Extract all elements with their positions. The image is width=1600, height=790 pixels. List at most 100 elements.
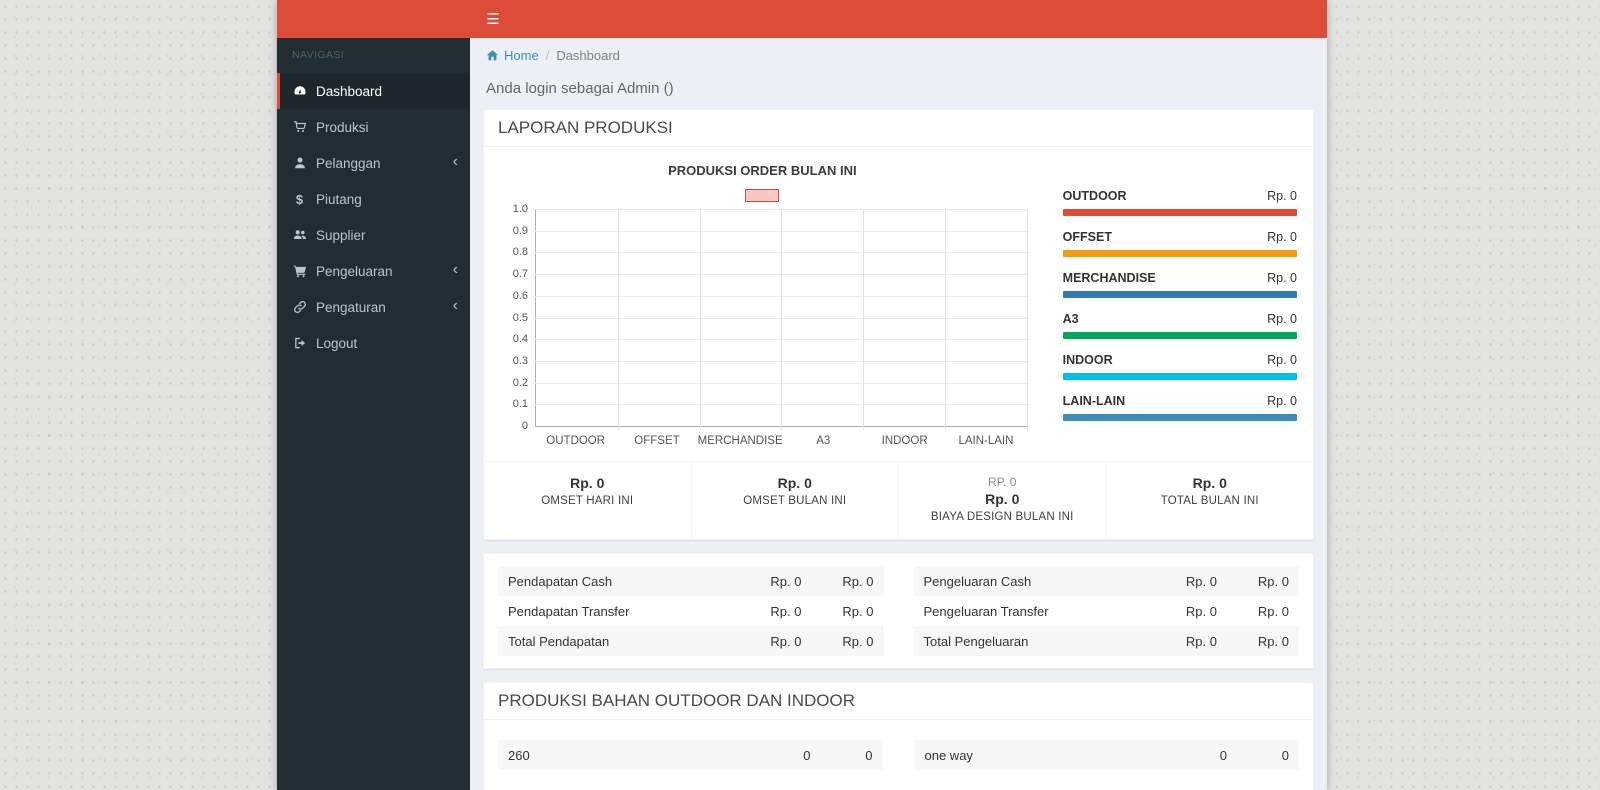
row-value-2: 0 xyxy=(1281,747,1289,763)
row-value-2: Rp. 0 xyxy=(1257,603,1289,619)
sidebar-link-supplier[interactable]: Supplier xyxy=(277,217,470,253)
legend-line: MERCHANDISE Rp. 0 xyxy=(1063,271,1297,285)
legend-label: OUTDOOR xyxy=(1062,189,1127,203)
chart-hgridline xyxy=(532,339,1027,341)
chart-vgridline xyxy=(863,209,865,430)
row-value-2: 0 xyxy=(865,747,873,763)
row-label: Total Pendapatan xyxy=(508,633,610,649)
chart-y-tick-label: 0 xyxy=(521,420,528,432)
legend-value: Rp. 0 xyxy=(1267,271,1297,285)
legend-color-bar xyxy=(1062,332,1297,339)
chart-y-tick-label: 0.9 xyxy=(512,224,528,237)
chart-vgridline xyxy=(944,209,946,430)
table-row: 260 0 0 xyxy=(498,740,883,770)
legend-line: OFFSET Rp. 0 xyxy=(1063,230,1297,244)
chart-x-tick-label: MERCHANDISE xyxy=(697,435,783,447)
stat-label: OMSET BULAN INI xyxy=(743,495,847,507)
chart-x-tick-label: OFFSET xyxy=(634,435,680,447)
sidebar-link-dashboard[interactable]: Dashboard xyxy=(277,73,470,109)
stat-block: Rp. 0 OMSET HARI INI xyxy=(484,462,692,539)
chart-y-tick-label: 1.0 xyxy=(512,203,528,215)
dollar-icon: $ xyxy=(295,191,304,207)
row-value-1: Rp. 0 xyxy=(1185,573,1217,589)
cart-outline-icon xyxy=(292,120,307,135)
logout-icon xyxy=(292,336,307,351)
chart-x-tick-label: INDOOR xyxy=(881,435,928,447)
chart-hgridline xyxy=(532,274,1027,276)
row-value-1: Rp. 0 xyxy=(770,633,802,649)
row-value-1: 0 xyxy=(1219,747,1227,763)
table-row: Total Pengeluaran Rp. 0 Rp. 0 xyxy=(913,626,1299,656)
row-label: one way xyxy=(924,747,973,763)
stat-label: BIAYA DESIGN BULAN INI xyxy=(930,511,1074,523)
sidebar-link-logout[interactable]: Logout xyxy=(277,325,470,361)
chart-vgridline xyxy=(781,209,783,430)
summary-tables-panel: Pendapatan Cash Rp. 0 Rp. 0 Pendapatan Tran… xyxy=(483,553,1314,669)
sidebar-link-piutang[interactable]: $ Piutang xyxy=(277,181,470,217)
legend-label: MERCHANDISE xyxy=(1062,271,1156,285)
home-icon xyxy=(486,49,499,62)
stat-value: Rp. 0 xyxy=(985,491,1020,507)
chart-vgridline xyxy=(1026,209,1028,430)
table-row: Pendapatan Transfer Rp. 0 Rp. 0 xyxy=(498,596,884,626)
legend-line: A3 Rp. 0 xyxy=(1063,312,1297,326)
breadcrumb-home-link[interactable]: Home xyxy=(486,48,539,63)
chart-title: PRODUKSI ORDER BULAN INI xyxy=(668,163,857,178)
legend-color-bar xyxy=(1062,209,1297,216)
sidebar-item-label: Piutang xyxy=(316,191,362,207)
legend-value: Rp. 0 xyxy=(1267,189,1297,203)
laporan-produksi-panel: LAPORAN PRODUKSI PRODUKSI ORDER BULAN IN… xyxy=(483,109,1314,540)
laporan-produksi-body: PRODUKSI ORDER BULAN INI 1.0 0.9 0.8 0.7 0.6… xyxy=(484,147,1313,461)
sidebar-item-label: Logout xyxy=(316,335,358,351)
sidebar-section-header: NAVIGASI xyxy=(292,49,345,61)
sidebar-link-pengeluaran[interactable]: Pengeluaran ‹ xyxy=(277,253,470,289)
chart-vgridline xyxy=(699,209,701,430)
chevron-left-icon: ‹ xyxy=(452,260,458,278)
pengeluaran-table: Pengeluaran Cash Rp. 0 Rp. 0 Pengeluaran Tr… xyxy=(913,566,1299,656)
legend-color-bar xyxy=(1062,414,1297,421)
legend-value: Rp. 0 xyxy=(1267,353,1297,367)
row-value-2: Rp. 0 xyxy=(842,603,874,619)
row-value-1: Rp. 0 xyxy=(770,573,802,589)
legend-label: LAIN-LAIN xyxy=(1062,394,1126,408)
chevron-left-icon: ‹ xyxy=(452,152,458,170)
table-row: Pendapatan Cash Rp. 0 Rp. 0 xyxy=(498,566,884,596)
row-value-1: Rp. 0 xyxy=(1185,603,1217,619)
chart-hgridline xyxy=(532,295,1027,297)
chart-hgridline xyxy=(532,360,1027,362)
legend-color-bar xyxy=(1062,291,1297,298)
app-window: ☰ NAVIGASI Dashboard Produksi Pelanggan ‹ $ P… xyxy=(277,0,1327,790)
sidebar-item-logout: Logout xyxy=(277,325,470,361)
chart-plot: 1.0 0.9 0.8 0.7 0.6 0.5 0.4 0.3 0.2 0.1 0 xyxy=(513,203,1028,432)
sidebar-link-pengaturan[interactable]: Pengaturan ‹ xyxy=(277,289,470,325)
chart-y-tick-label: 0.1 xyxy=(512,398,528,411)
chart-y-tick-label: 0.3 xyxy=(512,354,528,367)
legend-line: INDOOR Rp. 0 xyxy=(1063,353,1297,367)
chevron-left-icon: ‹ xyxy=(452,296,458,314)
row-value-2: Rp. 0 xyxy=(1257,633,1289,649)
legend-line: LAIN-LAIN Rp. 0 xyxy=(1063,394,1297,408)
chart-hgridline xyxy=(532,230,1027,232)
legend-value: Rp. 0 xyxy=(1267,230,1297,244)
table-row: one way 0 0 xyxy=(914,740,1299,770)
sidebar-item-pengeluaran: Pengeluaran ‹ xyxy=(277,253,470,289)
sidebar-item-label: Dashboard xyxy=(316,83,383,99)
user-icon xyxy=(292,156,307,171)
sidebar-link-produksi[interactable]: Produksi xyxy=(277,109,470,145)
pendapatan-table: Pendapatan Cash Rp. 0 Rp. 0 Pendapatan Tran… xyxy=(498,566,884,656)
row-value-1: Rp. 0 xyxy=(770,603,802,619)
sidebar-item-dashboard: Dashboard xyxy=(277,73,470,109)
stat-pre-value: RP. 0 xyxy=(988,475,1017,489)
row-label: Total Pengeluaran xyxy=(923,633,1029,649)
sidebar-toggle-hamburger-icon[interactable]: ☰ xyxy=(470,0,516,38)
breadcrumb-separator: / xyxy=(545,48,550,63)
sidebar-menu: Dashboard Produksi Pelanggan ‹ $ Piutang Suppl… xyxy=(277,73,470,361)
chart-x-tick-label: OUTDOOR xyxy=(546,435,606,447)
chart-hgridline xyxy=(532,382,1027,384)
produksi-bahan-left-table: 260 0 0 xyxy=(498,740,883,770)
row-value-1: 0 xyxy=(803,747,811,763)
panel-title: LAPORAN PRODUKSI xyxy=(484,110,1313,147)
sidebar-item-label: Pelanggan xyxy=(316,155,381,171)
chart-x-tick-label: LAIN-LAIN xyxy=(958,435,1014,447)
sidebar-link-pelanggan[interactable]: Pelanggan ‹ xyxy=(277,145,470,181)
